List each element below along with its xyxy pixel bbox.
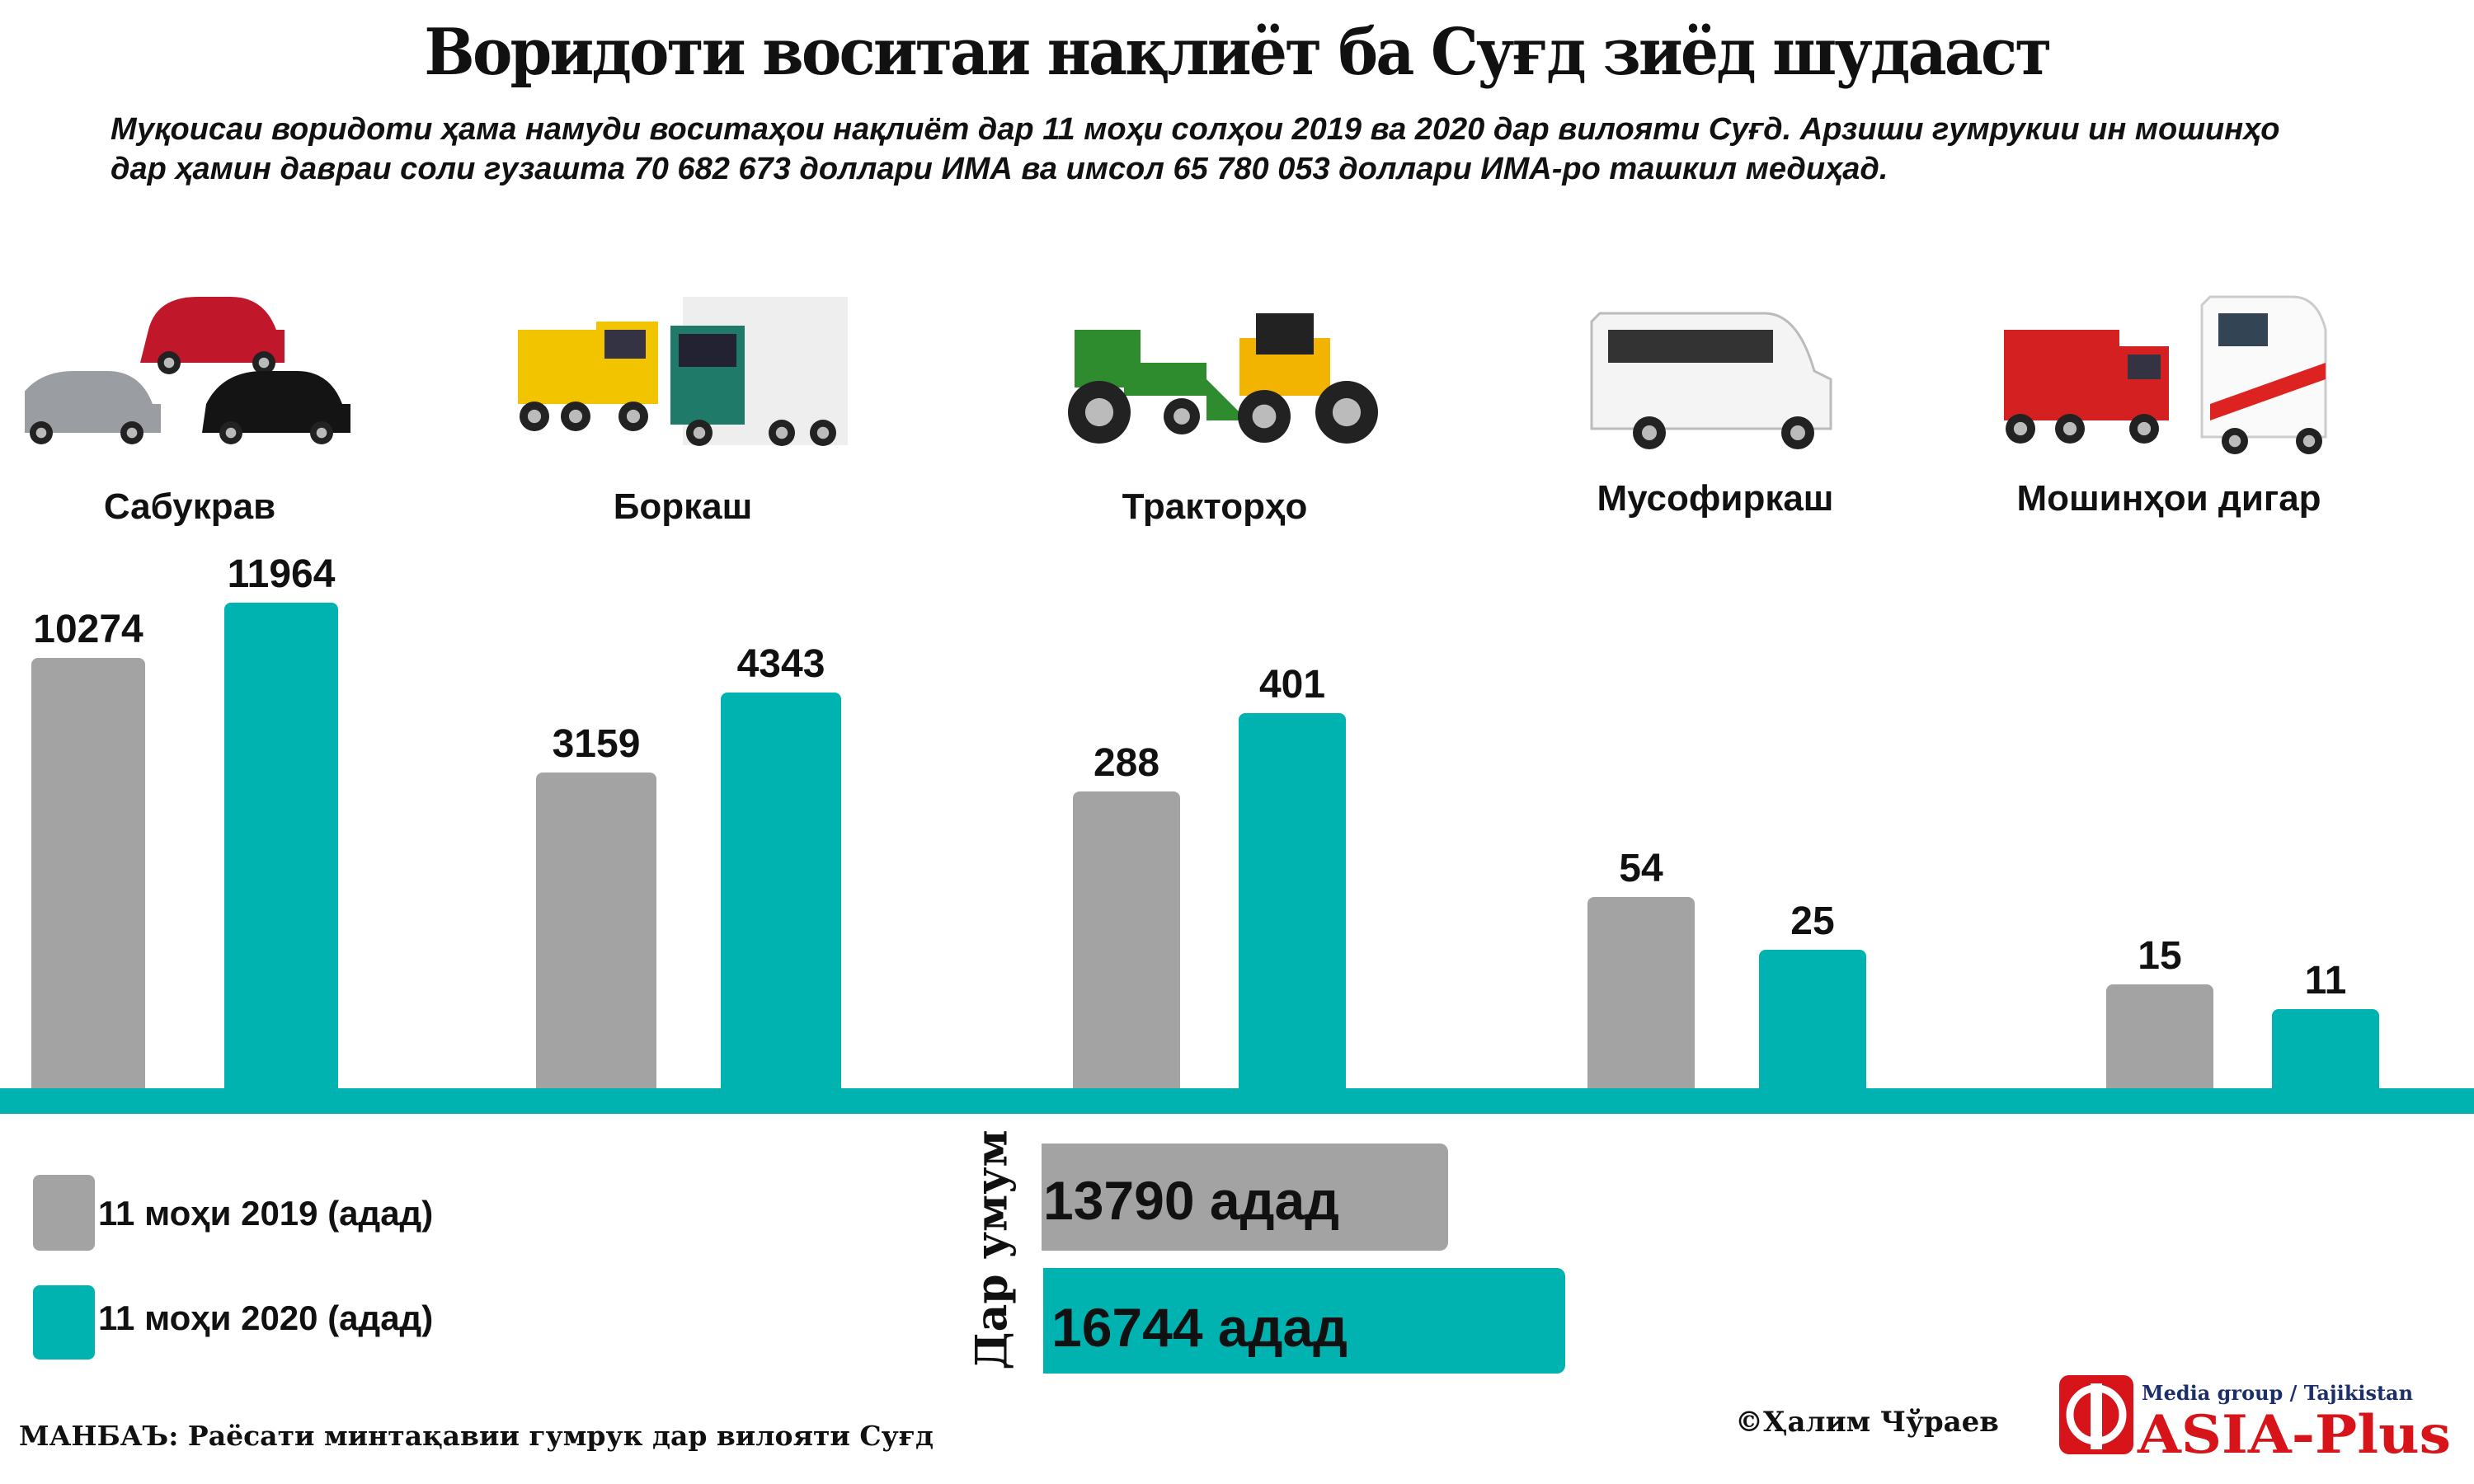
data-label: 15	[2138, 934, 2182, 978]
legend-label-2020: 11 моҳи 2020 (адад)	[98, 1298, 434, 1337]
data-label: 11964	[227, 552, 336, 596]
data-label: 11	[2304, 959, 2347, 1003]
category-label: Мусофиркаш	[1597, 478, 1834, 519]
bar-2020	[721, 693, 841, 1088]
data-label: 4343	[736, 642, 825, 686]
subtitle-line-1: Муқоисаи воридоти ҳама намуди воситаҳои …	[111, 112, 2280, 147]
chart-baseline-band	[0, 1088, 2474, 1114]
bar-2020	[1239, 713, 1346, 1088]
bar-2020	[2272, 1009, 2379, 1088]
total-value-2020: 16744 адад	[1051, 1297, 1348, 1358]
author-credit: ©Ҳалим Чўраев	[1735, 1406, 1999, 1439]
fire-truck-ambulance-icon	[1996, 280, 2334, 470]
category-label: Тракторҳо	[1122, 486, 1308, 527]
bar-2019	[1073, 791, 1180, 1088]
data-label: 25	[1790, 899, 1835, 943]
data-label: 3159	[552, 722, 641, 766]
bar-2019	[1587, 897, 1695, 1088]
bar-2019	[31, 658, 145, 1088]
trucks-icon	[510, 280, 856, 470]
category-label: Мошинҳои дигар	[2016, 478, 2321, 519]
svg-text:ASIA-Plus: ASIA-Plus	[2137, 1404, 2451, 1458]
bar-2020	[224, 603, 338, 1088]
total-value-2019: 13790 адад	[1043, 1170, 1340, 1231]
data-label: 10274	[33, 608, 143, 651]
bar-2020	[1759, 950, 1866, 1088]
category-label: Сабукрав	[103, 486, 276, 527]
data-label: 288	[1093, 741, 1160, 785]
total-bar-2019	[1042, 1144, 1448, 1251]
legend-swatch-2020	[33, 1285, 95, 1360]
page-title: Воридоти воситаи нақлиёт ба Суғд зиёд шу…	[424, 15, 2052, 90]
legend-swatch-2019	[33, 1175, 95, 1251]
category-label: Боркаш	[613, 486, 753, 527]
subtitle-line-2: дар ҳамин давраи соли гузашта 70 682 673…	[111, 152, 1888, 186]
data-label: 54	[1619, 847, 1663, 890]
asia-plus-logo: Media group / Tajikistan ASIA-Plus	[2059, 1375, 2455, 1466]
total-bar-2020	[1043, 1268, 1565, 1374]
source-note: МАНБАЪ: Раёсати минтақавии гумрук дар ви…	[19, 1420, 934, 1452]
cars-icon	[12, 280, 355, 470]
data-label: 401	[1258, 663, 1326, 707]
minibus-icon	[1550, 280, 1880, 470]
legend-label-2019: 11 моҳи 2019 (адад)	[98, 1194, 434, 1233]
bar-2019	[536, 773, 656, 1088]
tractors-icon	[1050, 280, 1380, 470]
totals-label: Дар умум	[967, 1129, 1018, 1370]
svg-text:Media group / Tajikistan: Media group / Tajikistan	[2142, 1381, 2413, 1405]
bar-2019	[2106, 984, 2213, 1088]
